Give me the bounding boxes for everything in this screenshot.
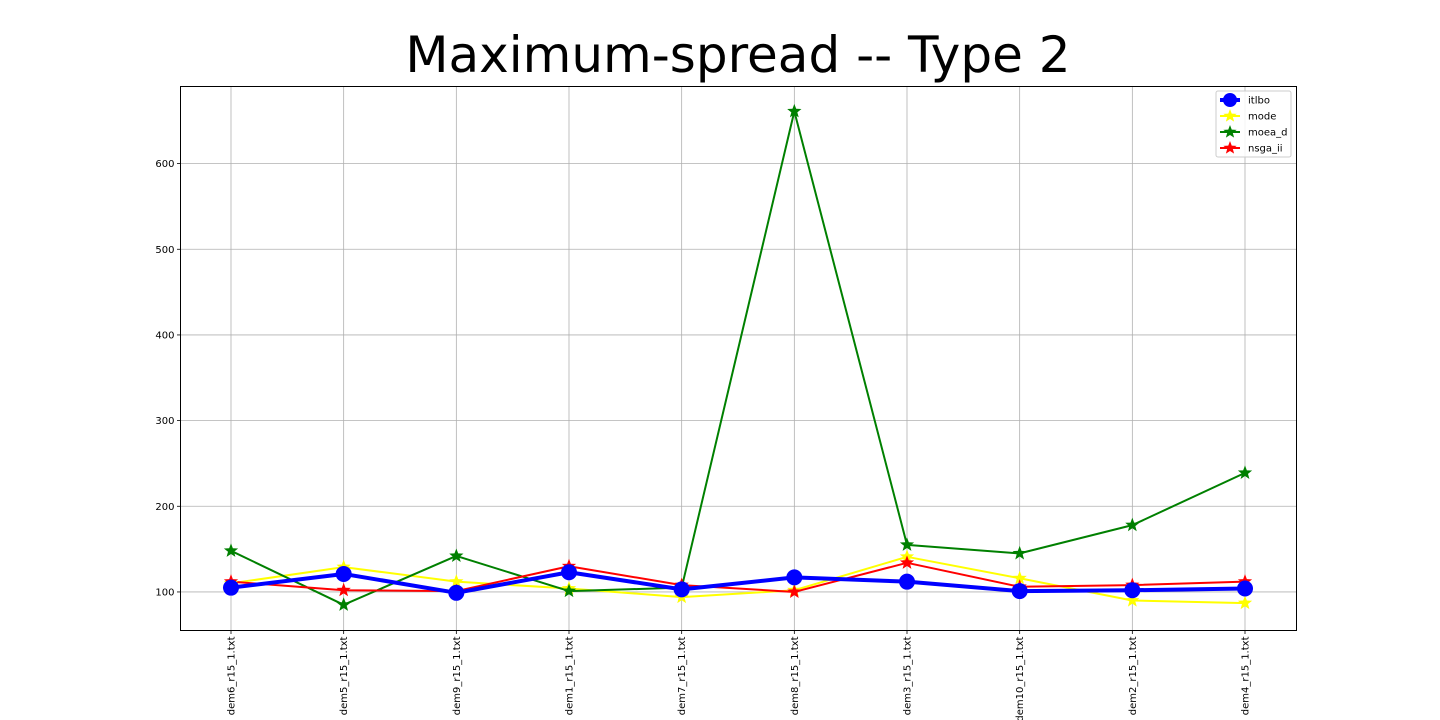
series-lines	[230, 110, 1246, 606]
data-point-moea_d	[899, 537, 915, 551]
y-tick-label: 400	[155, 330, 174, 341]
y-tick-label: 500	[155, 245, 174, 256]
data-points	[223, 103, 1253, 611]
data-point-moea_d	[787, 103, 802, 118]
y-tick-label: 200	[155, 502, 174, 513]
data-point-itlbo	[335, 565, 352, 582]
legend-label-mode: mode	[1248, 112, 1276, 123]
x-tick-label: dem9_r15_1.txt	[452, 636, 463, 715]
x-tick-label: dem10_r15_1.txt	[1015, 636, 1026, 720]
x-tick-label: dem6_r15_1.txt	[227, 636, 238, 715]
data-point-moea_d	[561, 583, 577, 598]
data-point-itlbo	[448, 584, 465, 601]
data-point-itlbo	[223, 579, 239, 596]
x-tick-label: dem2_r15_1.txt	[1128, 636, 1139, 715]
y-axis: 100 200 300 400 500 600	[155, 159, 181, 598]
data-point-itlbo	[899, 573, 915, 590]
data-point-moea_d	[336, 597, 351, 611]
x-tick-label: dem1_r15_1.txt	[565, 636, 576, 715]
grid-lines	[180, 86, 1297, 631]
chart-title: Maximum-spread -- Type 2	[405, 26, 1071, 84]
x-tick-label: dem7_r15_1.txt	[677, 636, 688, 715]
data-point-itlbo	[561, 564, 577, 581]
y-tick-label: 600	[155, 159, 174, 170]
x-tick-label: dem8_r15_1.txt	[790, 636, 801, 715]
x-axis: dem6_r15_1.txt dem5_r15_1.txt dem9_r15_1.t…	[227, 630, 1252, 720]
y-tick-label: 300	[155, 416, 174, 427]
data-point-nsga_ii	[899, 555, 915, 569]
legend-marker-nsga_ii	[1223, 141, 1237, 154]
y-tick-label: 100	[155, 587, 174, 598]
data-point-mode	[1125, 593, 1140, 607]
data-point-itlbo	[786, 569, 803, 586]
data-point-moea_d	[1237, 465, 1253, 479]
plot-frame	[180, 86, 1297, 631]
data-point-itlbo	[1011, 583, 1028, 600]
legend-box	[1215, 90, 1292, 158]
legend-marker-itlbo	[1223, 93, 1237, 107]
data-point-moea_d	[449, 548, 464, 563]
x-tick-label: dem3_r15_1.txt	[903, 636, 914, 715]
data-point-mode	[449, 574, 464, 588]
legend-marker-mode	[1223, 109, 1237, 122]
data-point-itlbo	[673, 581, 690, 598]
series-line-nsga_ii	[230, 561, 1246, 593]
x-tick-label: dem5_r15_1.txt	[339, 636, 350, 715]
legend: itlbo mode moea_d nsga_ii	[1215, 90, 1292, 158]
data-point-moea_d	[1012, 545, 1027, 560]
series-line-moea_d	[230, 110, 1246, 606]
data-point-nsga_ii	[787, 584, 802, 599]
legend-label-itlbo: itlbo	[1248, 96, 1270, 107]
data-point-itlbo	[1124, 582, 1141, 599]
series-line-itlbo	[230, 570, 1246, 595]
data-point-itlbo	[1237, 580, 1253, 597]
data-point-nsga_ii	[336, 582, 351, 597]
data-point-mode	[1012, 570, 1027, 585]
data-point-mode	[1237, 595, 1253, 610]
legend-marker-moea_d	[1223, 125, 1237, 138]
data-point-moea_d	[223, 543, 239, 557]
legend-label-moea_d: moea_d	[1248, 128, 1288, 139]
data-point-moea_d	[1125, 517, 1140, 532]
x-tick-label: dem4_r15_1.txt	[1241, 636, 1252, 715]
legend-label-nsga_ii: nsga_ii	[1248, 144, 1283, 155]
